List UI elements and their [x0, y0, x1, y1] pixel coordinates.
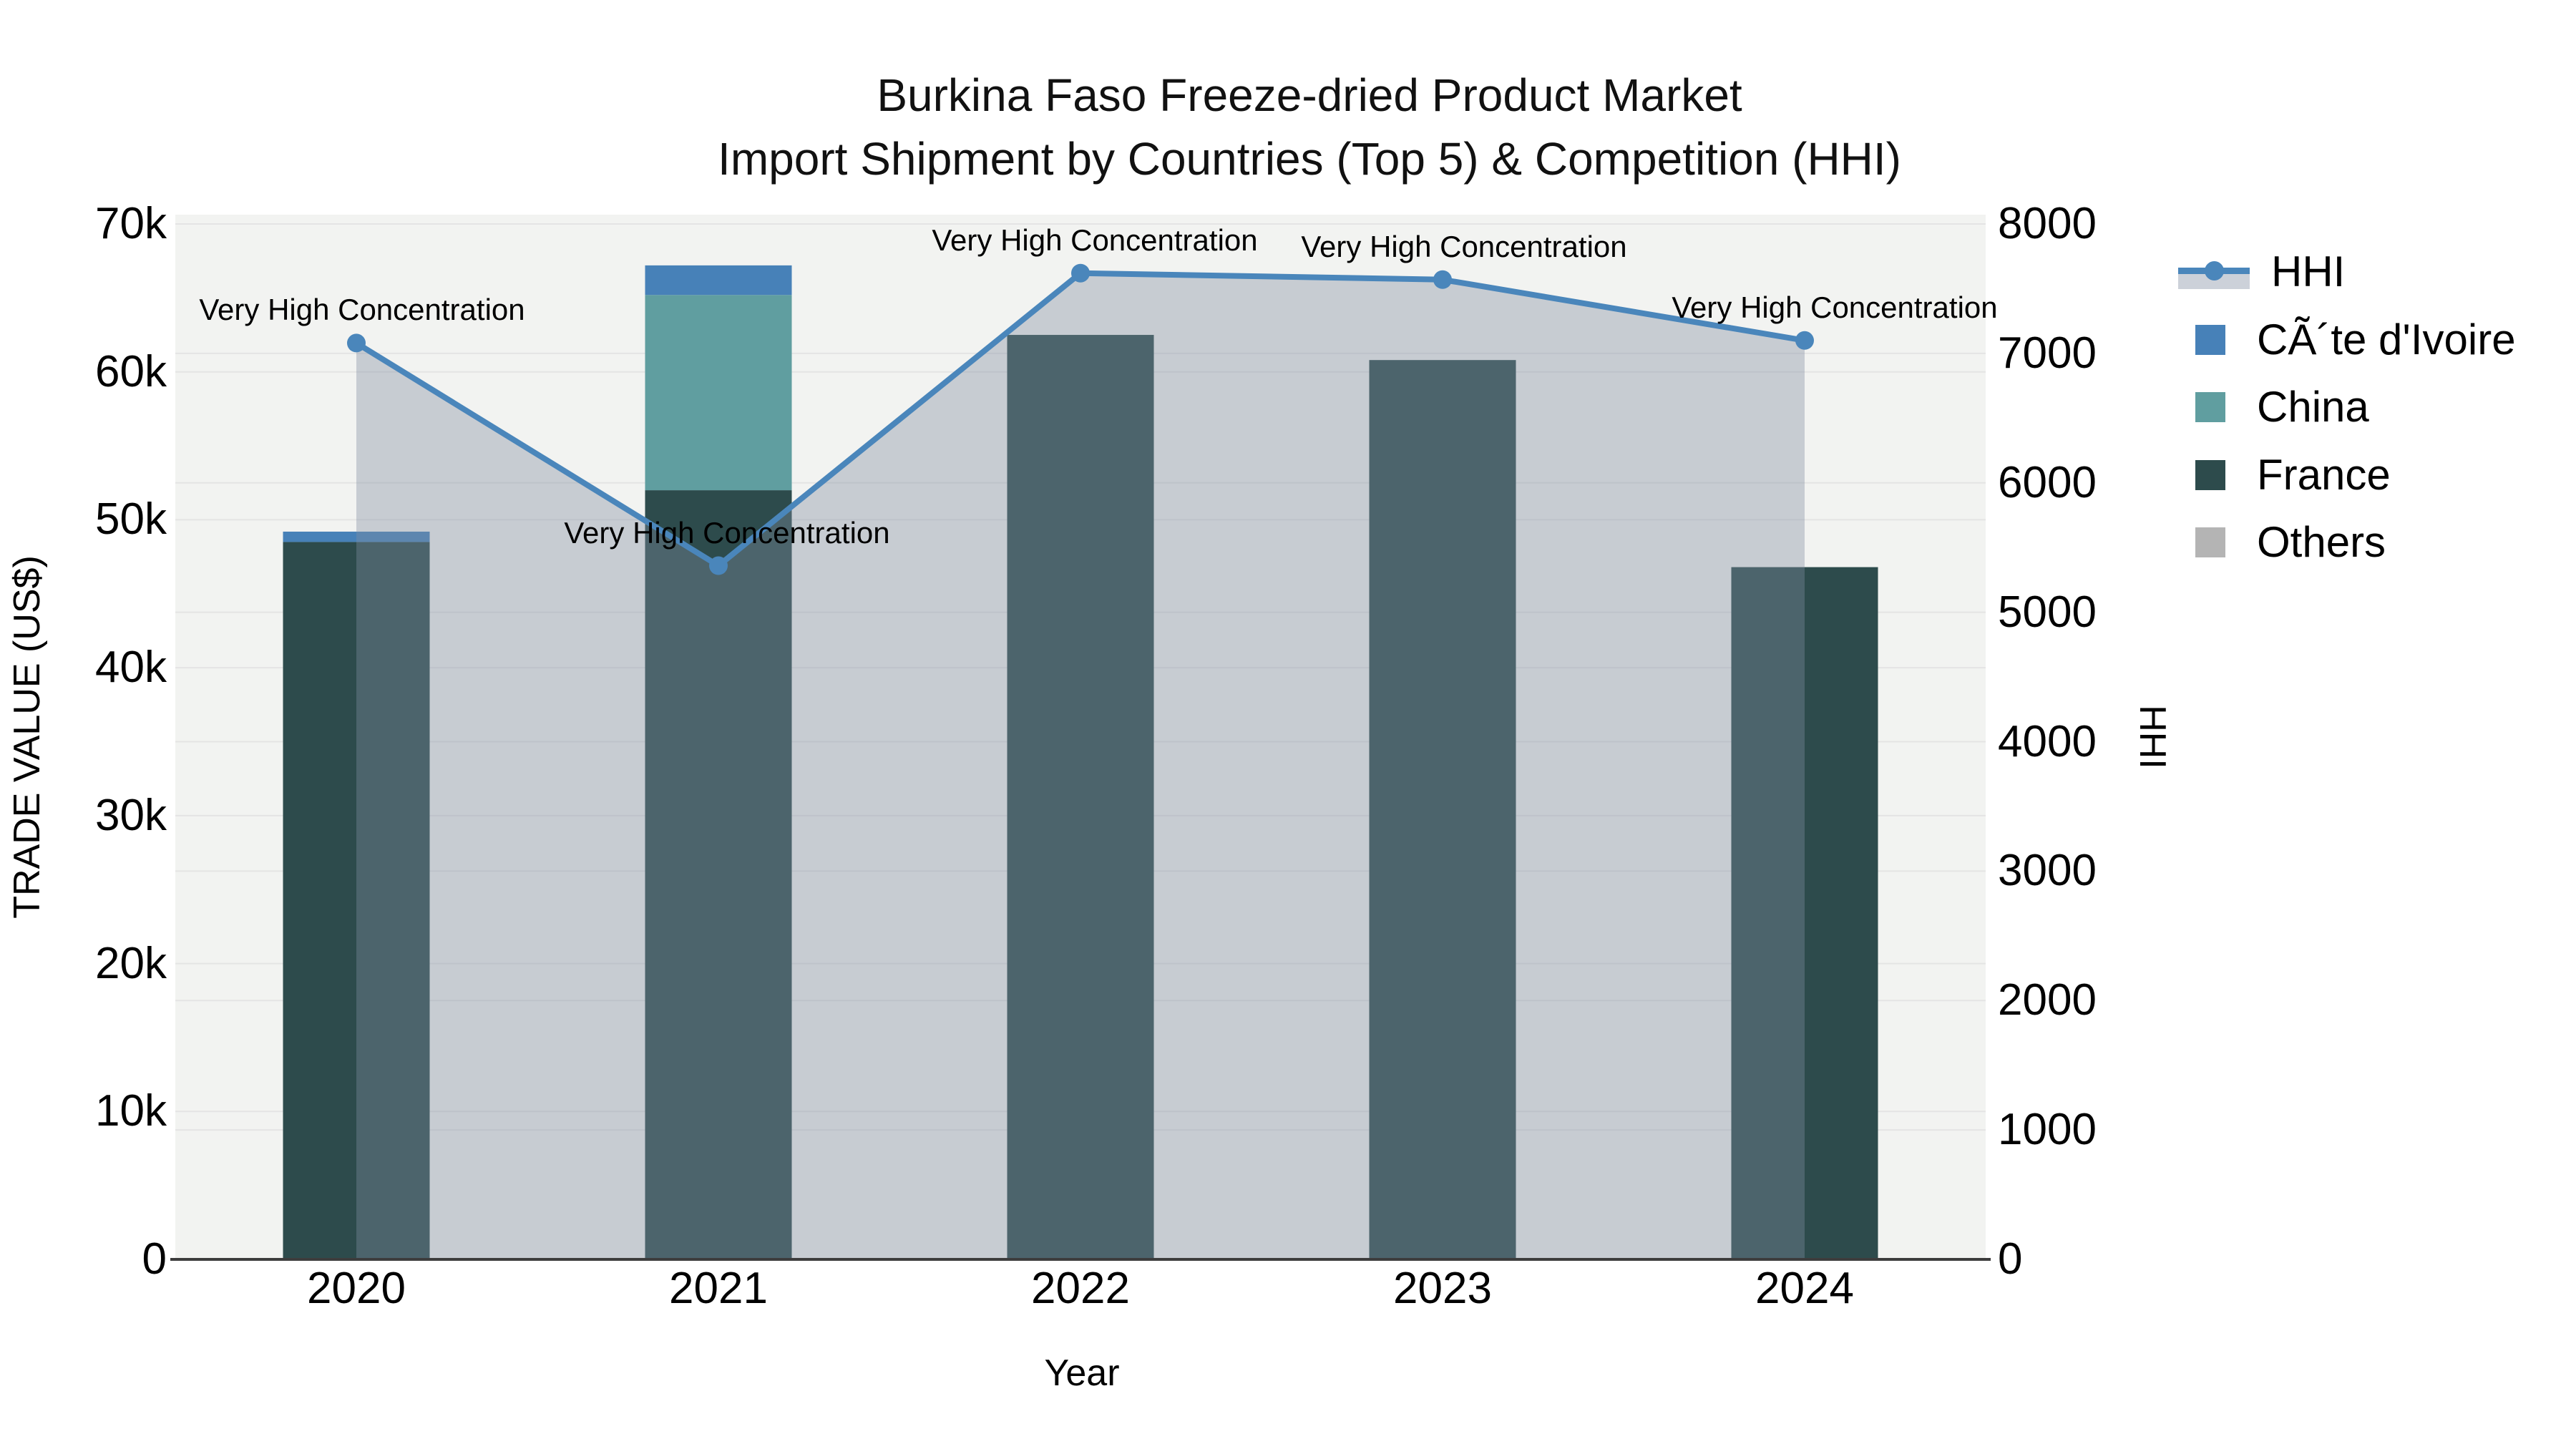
left-axis-tick-70k: 70k — [95, 199, 167, 248]
legend-label: Others — [2257, 518, 2386, 566]
legend-label: France — [2257, 450, 2391, 499]
left-axis-tick-50k: 50k — [95, 494, 167, 545]
hhi-area-fill — [356, 273, 1805, 1259]
hhi-marker-2020[interactable] — [347, 333, 366, 353]
hhi-marker-2024[interactable] — [1795, 331, 1814, 350]
legend-swatch-line-marker — [2205, 261, 2224, 280]
legend-label: HHI — [2271, 248, 2346, 296]
legend-swatch-square-icon — [2195, 392, 2225, 422]
legend-swatch-line-area-icon — [2178, 253, 2253, 291]
annotation-2021: Very High Concentration — [564, 515, 890, 550]
x-axis-title: Year — [1044, 1352, 1120, 1394]
right-axis-tick-1000: 1000 — [1998, 1105, 2097, 1155]
x-axis-tick-2023: 2023 — [1393, 1264, 1492, 1313]
x-axis-tick-2024: 2024 — [1755, 1264, 1854, 1313]
bar-france-2021[interactable] — [645, 490, 792, 1259]
chart-title-line1: Burkina Faso Freeze-dried Product Market — [877, 69, 1742, 121]
right-axis-tick-6000: 6000 — [1998, 457, 2097, 507]
left-axis-tick-10k: 10k — [95, 1086, 167, 1136]
left-axis-tick-20k: 20k — [95, 938, 167, 988]
left-axis-tick-30k: 30k — [95, 790, 167, 840]
annotation-2024: Very High Concentration — [1672, 290, 1998, 324]
left-axis-tick-40k: 40k — [95, 643, 167, 693]
legend-swatch-square-icon — [2195, 527, 2225, 557]
x-axis-tick-2022: 2022 — [1031, 1264, 1130, 1313]
legend-swatch-square-icon — [2195, 324, 2225, 355]
right-axis-tick-0: 0 — [1998, 1234, 2023, 1284]
bar-france-2023[interactable] — [1369, 360, 1516, 1260]
annotation-2022: Very High Concentration — [932, 223, 1258, 257]
hhi-marker-2022[interactable] — [1071, 263, 1090, 283]
legend-item-china[interactable]: China — [2177, 374, 2369, 441]
right-axis-tick-2000: 2000 — [1998, 975, 2097, 1025]
bar-france-2022[interactable] — [1007, 335, 1154, 1260]
left-axis-tick-60k: 60k — [95, 346, 167, 396]
x-axis-tick-2020: 2020 — [307, 1264, 406, 1313]
legend-label: CÃ´te d'Ivoire — [2257, 315, 2516, 364]
legend-label: China — [2257, 383, 2369, 431]
annotation-2020: Very High Concentration — [199, 293, 525, 327]
legend-item-hhi[interactable]: HHI — [2177, 238, 2345, 306]
annotation-2023: Very High Concentration — [1301, 229, 1627, 263]
hhi-marker-2021[interactable] — [709, 556, 728, 575]
chart-title-line2: Import Shipment by Countries (Top 5) & C… — [718, 133, 1901, 185]
legend-swatch-square-icon — [2195, 459, 2225, 490]
right-axis-tick-8000: 8000 — [1998, 199, 2097, 248]
left-axis-tick-0: 0 — [142, 1234, 167, 1284]
hhi-marker-2023[interactable] — [1433, 270, 1452, 289]
legend-item-ctedivoire[interactable]: CÃ´te d'Ivoire — [2177, 306, 2516, 374]
left-axis-title: TRADE VALUE (US$) — [6, 555, 48, 919]
bar-france-2020[interactable] — [283, 542, 430, 1259]
legend-item-others[interactable]: Others — [2177, 509, 2386, 576]
bar-ctedivoire-2020[interactable] — [283, 531, 430, 542]
x-axis-tick-2021: 2021 — [669, 1264, 768, 1313]
right-axis-tick-7000: 7000 — [1998, 328, 2097, 378]
bar-china-2021[interactable] — [645, 295, 792, 491]
right-axis-tick-4000: 4000 — [1998, 716, 2097, 766]
bar-ctedivoire-2021[interactable] — [645, 265, 792, 296]
right-axis-tick-5000: 5000 — [1998, 587, 2097, 637]
right-axis-tick-3000: 3000 — [1998, 846, 2097, 896]
legend-item-france[interactable]: France — [2177, 441, 2391, 509]
bar-france-2024[interactable] — [1731, 567, 1878, 1259]
